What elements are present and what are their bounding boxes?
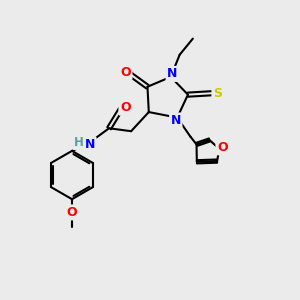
Text: O: O	[120, 101, 130, 114]
Text: O: O	[67, 206, 77, 219]
Text: H: H	[74, 136, 84, 148]
Text: S: S	[213, 87, 222, 100]
Text: N: N	[171, 114, 181, 127]
Text: N: N	[167, 68, 177, 80]
Text: O: O	[120, 65, 131, 79]
Text: O: O	[217, 141, 227, 154]
Text: N: N	[85, 138, 95, 151]
